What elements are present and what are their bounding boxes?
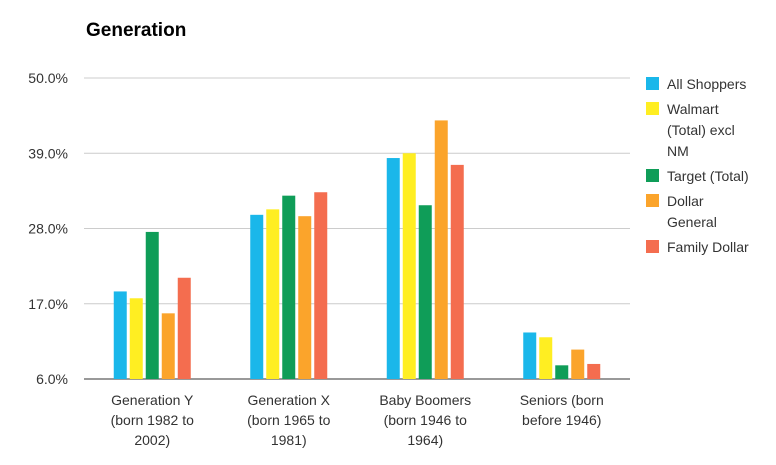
legend-label-line: General	[667, 214, 717, 230]
legend-label: Family Dollar	[667, 239, 749, 255]
x-category-label-line: 1964)	[407, 432, 443, 448]
bar[interactable]	[161, 313, 175, 379]
x-category-label-line: (born 1946 to	[384, 412, 467, 428]
x-category-label-line: (born 1965 to	[247, 412, 330, 428]
x-category-label: Generation Y (born 1982 to 2002)	[111, 392, 194, 448]
y-tick-label: 50.0%	[28, 70, 68, 86]
legend-swatch	[646, 194, 659, 207]
legend-label-line: NM	[667, 143, 689, 159]
bar[interactable]	[523, 332, 537, 379]
legend-label-line: (Total) excl	[667, 122, 735, 138]
bar[interactable]	[113, 291, 127, 379]
x-category-label-line: Seniors (born	[520, 392, 604, 408]
legend-swatch	[646, 240, 659, 253]
bar[interactable]	[314, 192, 328, 379]
x-category-label-line: (born 1982 to	[111, 412, 194, 428]
y-tick-label: 6.0%	[36, 371, 68, 387]
x-category-label-line: 2002)	[134, 432, 170, 448]
bar[interactable]	[266, 209, 280, 379]
bar[interactable]	[177, 277, 191, 379]
legend-label: Dollar General	[667, 193, 717, 230]
bar[interactable]	[129, 298, 143, 379]
x-category-label: Generation X (born 1965 to 1981)	[247, 392, 331, 448]
x-category-label: Baby Boomers (born 1946 to 1964)	[379, 392, 471, 448]
bar[interactable]	[282, 195, 296, 379]
bar[interactable]	[386, 158, 400, 379]
legend-label-line: Family Dollar	[667, 239, 749, 255]
y-tick-label: 28.0%	[28, 221, 68, 237]
bar[interactable]	[402, 153, 416, 379]
x-category-label-line: Generation Y	[111, 392, 194, 408]
legend-label-line: Target (Total)	[667, 168, 749, 184]
legend-label-line: All Shoppers	[667, 76, 746, 92]
bar[interactable]	[450, 164, 464, 379]
bar[interactable]	[555, 365, 569, 379]
legend-swatch	[646, 102, 659, 115]
bar[interactable]	[298, 216, 312, 379]
x-category-label-line: Generation X	[248, 392, 331, 408]
legend-swatch	[646, 77, 659, 90]
legend-swatch	[646, 169, 659, 182]
legend-label-line: Walmart	[667, 101, 719, 117]
legend-label: All Shoppers	[667, 76, 746, 92]
legend-label-line: Dollar	[667, 193, 704, 209]
y-tick-label: 39.0%	[28, 145, 68, 161]
y-tick-label: 17.0%	[28, 296, 68, 312]
x-category-label-line: before 1946)	[522, 412, 601, 428]
bar[interactable]	[145, 231, 159, 379]
legend-label: Target (Total)	[667, 168, 749, 184]
legend-label: Walmart (Total) excl NM	[667, 101, 735, 159]
x-category-label-line: Baby Boomers	[379, 392, 471, 408]
chart-title: Generation	[86, 20, 187, 41]
bar[interactable]	[587, 363, 601, 379]
x-category-label: Seniors (born before 1946)	[520, 392, 604, 428]
bar[interactable]	[571, 349, 585, 379]
bar[interactable]	[250, 214, 264, 379]
bar[interactable]	[418, 205, 432, 379]
bar[interactable]	[434, 120, 448, 379]
bar[interactable]	[539, 337, 553, 379]
x-category-label-line: 1981)	[271, 432, 307, 448]
